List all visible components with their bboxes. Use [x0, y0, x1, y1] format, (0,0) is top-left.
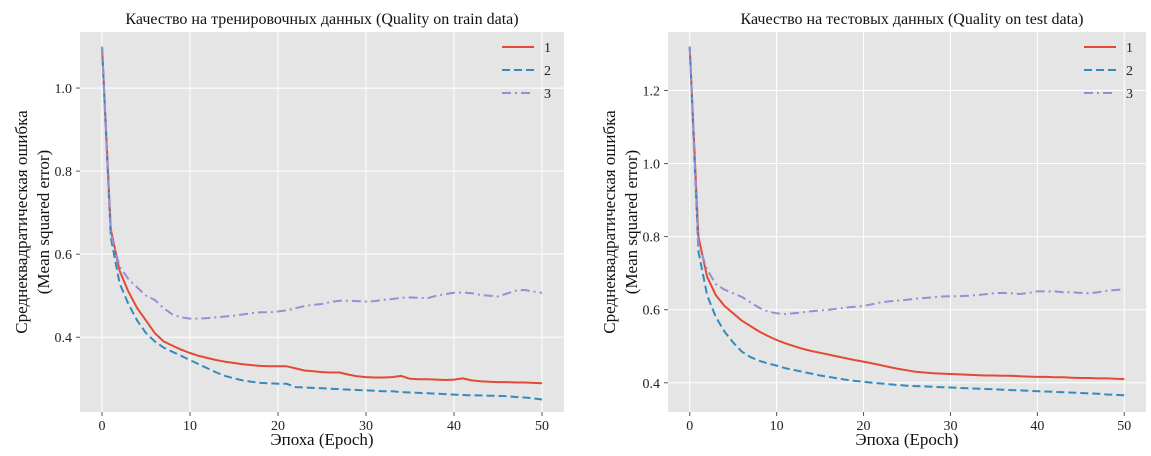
chart-1-x-tick-label: 30	[359, 419, 373, 434]
chart-2-grid	[668, 32, 1146, 412]
chart-1-y-axis-label: Среднеквадратическая ошибка	[12, 110, 31, 334]
chart-1-series-3-line	[101, 46, 543, 320]
chart-2-plot-area	[668, 32, 1146, 412]
chart-2-title: Качество на тестовых данных (Quality on …	[741, 11, 1084, 28]
chart-1-legend: 1 2 3	[502, 41, 551, 102]
chart-1-x-ticks: 0 10 20 30 40 50	[99, 412, 549, 434]
chart-1-y-tick-label: 1.0	[55, 82, 73, 97]
chart-2-x-ticks: 0 10 20 30 40 50	[686, 412, 1131, 434]
chart-2-x-tick-label: 30	[943, 419, 957, 434]
chart-1-y-tick-label: 0.8	[55, 165, 73, 180]
chart-1-y-tick-label: 0.4	[55, 331, 73, 346]
chart-2-x-tick-label: 10	[770, 419, 784, 434]
chart-1-series	[101, 46, 543, 401]
chart-2-x-tick-label: 20	[857, 419, 871, 434]
chart-1-x-tick-label: 10	[183, 419, 197, 434]
chart-1-series-2-line	[101, 46, 543, 401]
chart-2-legend-label-1: 1	[1126, 41, 1133, 56]
chart-2-x-tick-label: 0	[686, 419, 693, 434]
chart-2-y-tick-label: 1.0	[643, 158, 661, 173]
chart-2-y-tick-label: 0.8	[643, 231, 661, 246]
chart-2-y-ticks: 0.4 0.6 0.8 1.0 1.2	[643, 84, 668, 392]
chart-2-y-axis-label-2: (Mean squared error)	[622, 150, 641, 294]
chart-1-y-ticks: 0.4 0.6 0.8 1.0	[55, 82, 80, 346]
chart-1-x-tick-label: 40	[447, 419, 461, 434]
chart-2-x-axis-label: Эпоха (Epoch)	[855, 430, 958, 449]
chart-2-x-tick-label: 40	[1030, 419, 1044, 434]
chart-1-x-tick-label: 0	[99, 419, 106, 434]
chart-1-title: Качество на тренировочных данных (Qualit…	[125, 11, 518, 28]
chart-1-y-tick-label: 0.6	[55, 248, 73, 263]
chart-1-grid	[80, 32, 564, 412]
chart-2-series-2-line	[688, 46, 1125, 397]
chart-2-legend: 1 2 3	[1084, 41, 1133, 102]
chart-1: 0 10 20 30 40 50 0.4 0.6 0.8 1.0 1 2 3 Качество на…	[12, 11, 564, 449]
chart-1-plot-area	[80, 32, 564, 412]
chart-2-series-1-line	[688, 46, 1125, 381]
chart-2-legend-label-3: 3	[1126, 87, 1133, 102]
chart-1-series-1-line	[101, 46, 543, 385]
chart-2-legend-label-2: 2	[1126, 64, 1133, 79]
chart-2: 0 10 20 30 40 50 0.4 0.6 0.8 1.0 1.2 1 2 3 Качество…	[600, 11, 1146, 449]
chart-2-y-tick-label: 0.6	[643, 304, 661, 319]
chart-1-x-axis-label: Эпоха (Epoch)	[270, 430, 373, 449]
chart-1-x-tick-label: 50	[535, 419, 549, 434]
chart-2-y-axis-label: Среднеквадратическая ошибка	[600, 110, 619, 334]
chart-1-legend-label-3: 3	[544, 87, 551, 102]
chart-1-y-axis-label-2: (Mean squared error)	[34, 150, 53, 294]
chart-2-series-3-line	[688, 46, 1125, 316]
chart-2-series	[688, 46, 1125, 397]
chart-2-x-tick-label: 50	[1117, 419, 1131, 434]
chart-2-y-tick-label: 1.2	[643, 84, 661, 99]
chart-1-legend-label-1: 1	[544, 41, 551, 56]
chart-1-legend-label-2: 2	[544, 64, 551, 79]
chart-1-x-tick-label: 20	[271, 419, 285, 434]
chart-2-y-tick-label: 0.4	[643, 377, 661, 392]
